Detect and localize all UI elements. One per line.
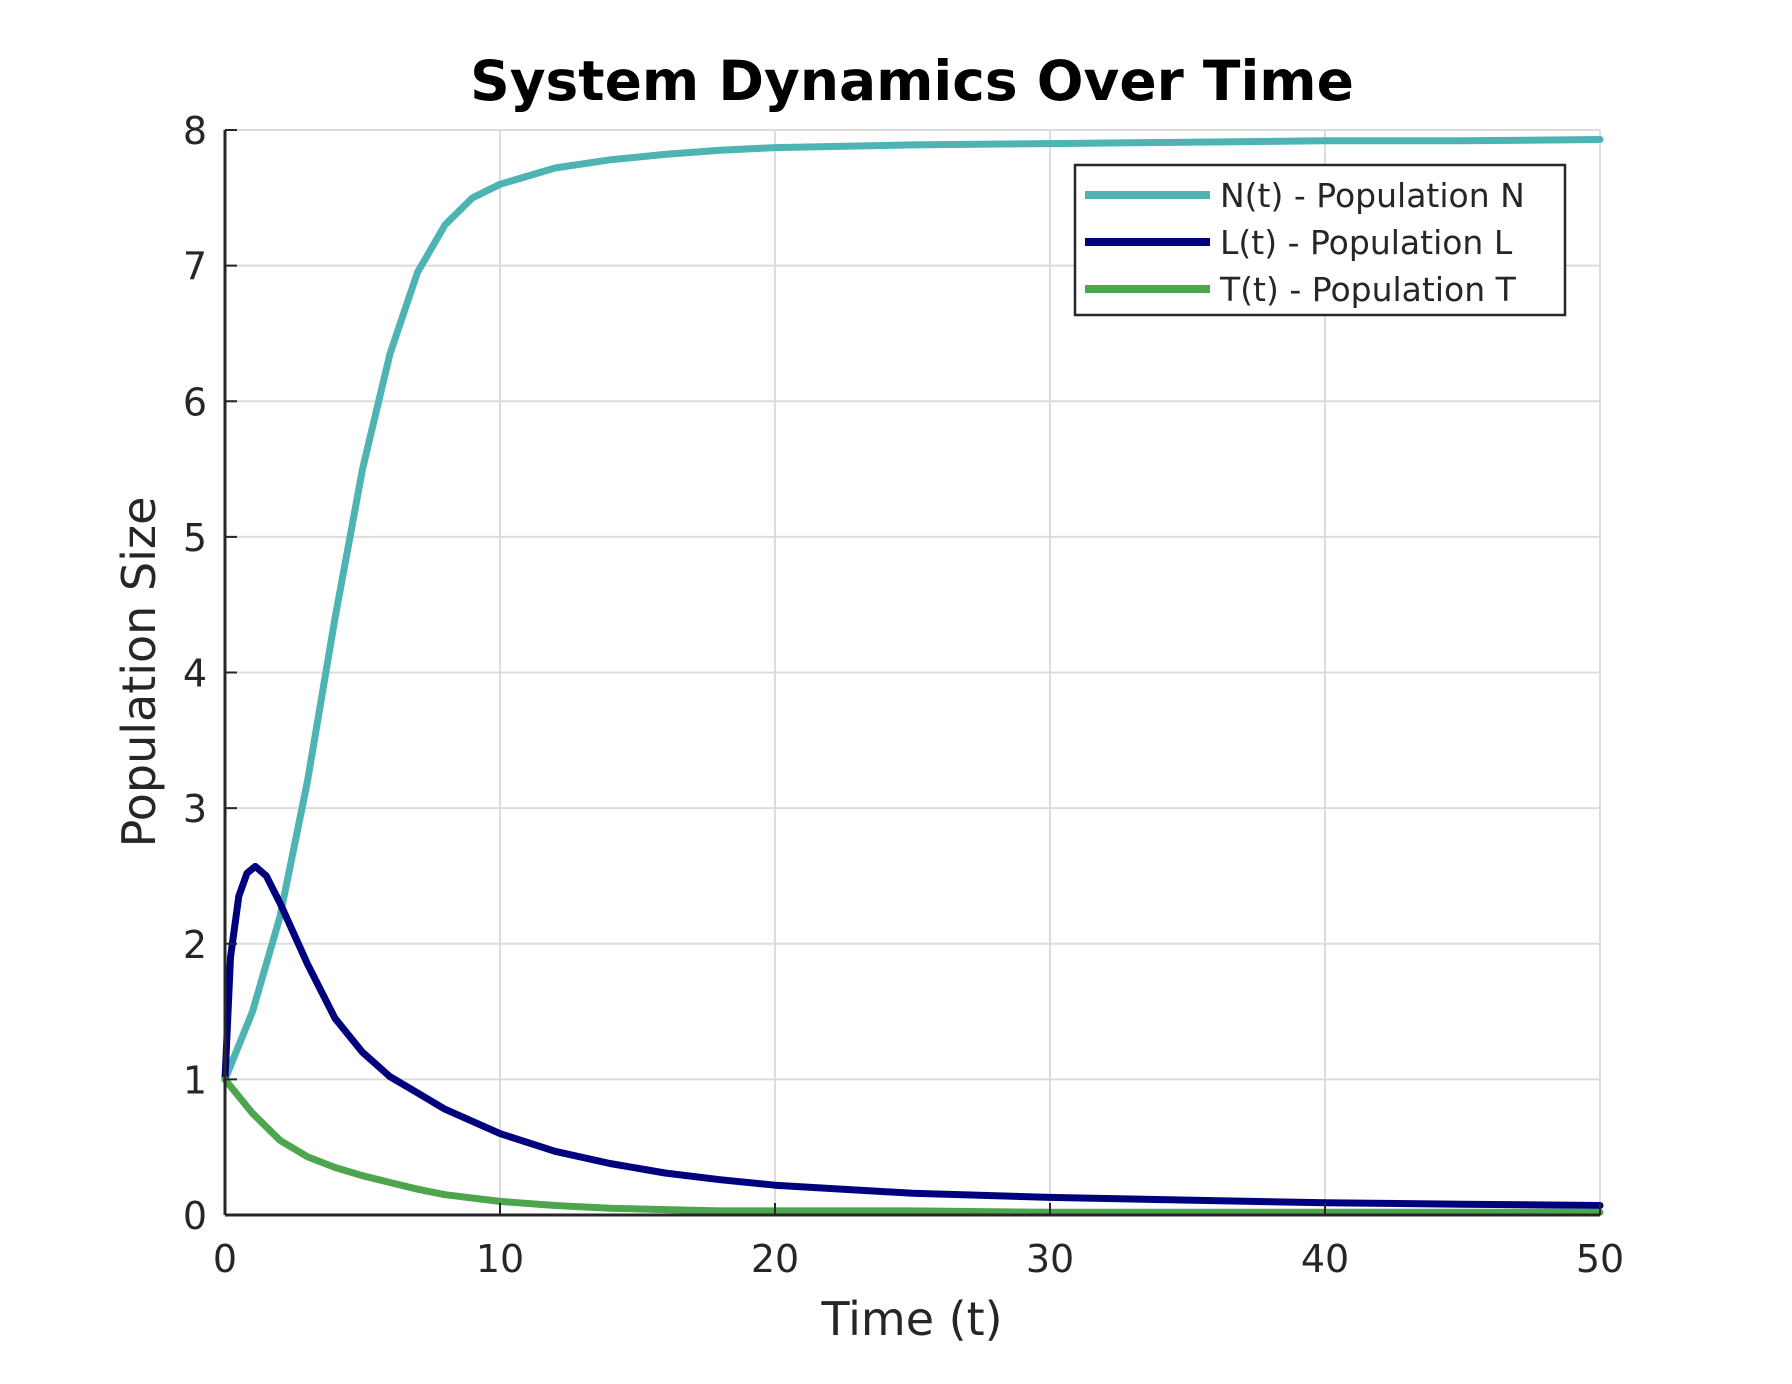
- x-axis-label: Time (t): [820, 1292, 1002, 1346]
- x-tick-label: 50: [1576, 1237, 1624, 1281]
- y-axis-label: Population Size: [112, 497, 166, 848]
- legend-entry-1: N(t) - Population N: [1220, 176, 1525, 215]
- chart-title: System Dynamics Over Time: [470, 49, 1354, 113]
- y-tick-label: 1: [183, 1058, 207, 1102]
- grid-lines: [225, 129, 1601, 1215]
- legend-entry-2: L(t) - Population L: [1220, 223, 1513, 262]
- y-tick-label: 3: [183, 787, 207, 831]
- y-tick-label: 7: [183, 245, 207, 289]
- tick-labels: 0 10 20 30 40 50 0 1 2 3 4 5 6 7 8: [183, 109, 1624, 1281]
- series-line-1: [221, 136, 1604, 1083]
- x-tick-label: 0: [213, 1237, 237, 1281]
- series-line-2: [221, 862, 1604, 1209]
- y-tick-label: 5: [183, 516, 207, 560]
- y-tick-label: 8: [183, 109, 207, 153]
- x-tick-label: 30: [1026, 1237, 1074, 1281]
- legend: N(t) - Population N L(t) - Population L T(…: [1073, 163, 1567, 317]
- y-tick-label: 4: [183, 652, 207, 696]
- x-tick-label: 40: [1301, 1237, 1349, 1281]
- series-lines: [221, 136, 1604, 1216]
- y-tick-label: 2: [183, 923, 207, 967]
- x-tick-label: 10: [476, 1237, 524, 1281]
- y-tick-label: 0: [183, 1194, 207, 1238]
- y-tick-label: 6: [183, 380, 207, 424]
- legend-entry-3: T(t) - Population T: [1219, 270, 1517, 309]
- x-tick-label: 20: [751, 1237, 799, 1281]
- series-line-3: [221, 1075, 1604, 1216]
